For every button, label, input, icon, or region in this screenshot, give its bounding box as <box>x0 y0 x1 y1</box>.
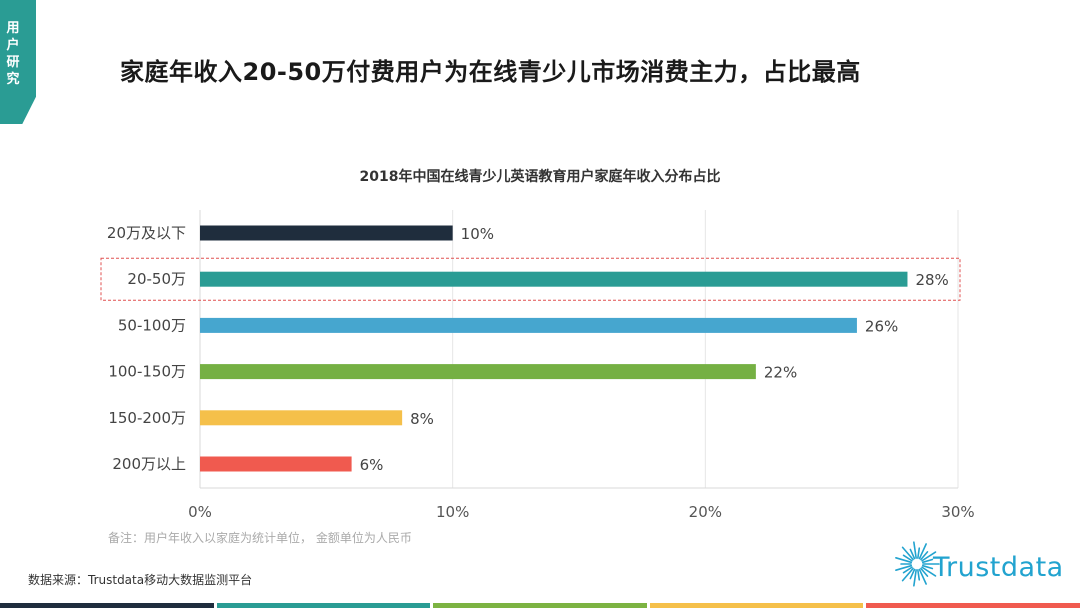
sunburst-icon <box>895 541 940 587</box>
category-label: 20万及以下 <box>107 224 186 242</box>
bar <box>200 456 352 472</box>
footer-bar <box>216 603 431 608</box>
data-label: 26% <box>865 317 898 335</box>
bar <box>200 364 756 380</box>
sunburst-ray <box>901 546 914 561</box>
sunburst-ray <box>909 548 916 560</box>
sunburst-ray <box>913 569 917 587</box>
data-label: 22% <box>764 364 797 382</box>
page-title: 家庭年收入20-50万付费用户为在线青少儿市场消费主力，占比最高 <box>120 58 861 86</box>
sunburst-ray <box>895 564 913 571</box>
highlight-box <box>100 257 961 301</box>
sunburst-ray <box>921 566 937 577</box>
side-tab-label: 用户研究 <box>6 21 20 87</box>
x-tick-label: 10% <box>436 503 469 521</box>
category-label: 50-100万 <box>118 316 186 334</box>
sunburst-ray <box>913 541 917 559</box>
sunburst-ray <box>895 557 913 564</box>
bar <box>200 410 403 426</box>
footer-color-strip <box>0 603 1080 608</box>
data-label: 10% <box>461 225 494 243</box>
sunburst-ray <box>917 547 921 559</box>
sunburst-ray <box>917 569 921 581</box>
x-tick-label: 20% <box>689 503 722 521</box>
sunburst-ray <box>909 568 916 580</box>
sunburst-ray <box>901 567 914 582</box>
footer-bar <box>433 603 647 608</box>
bar <box>200 225 453 241</box>
x-tick-label: 30% <box>941 503 974 521</box>
data-label: 8% <box>410 410 434 428</box>
sunburst-ray <box>920 551 929 561</box>
footer-bar <box>649 603 864 608</box>
logo-text: Trustdata <box>933 552 1064 583</box>
category-label: 200万以上 <box>112 455 186 473</box>
category-label: 150-200万 <box>108 409 186 427</box>
footer-bar <box>0 603 214 608</box>
bar <box>200 317 857 333</box>
x-tick-label: 0% <box>188 503 212 521</box>
category-label: 20-50万 <box>127 270 186 288</box>
sunburst-ray <box>918 543 927 560</box>
chart-title: 2018年中国在线青少儿英语教育用户家庭年收入分布占比 <box>359 169 721 185</box>
sunburst-ray <box>902 554 913 562</box>
data-label: 6% <box>360 456 384 474</box>
data-source: 数据来源：Trustdata移动大数据监测平台 <box>28 573 253 587</box>
sunburst-ray <box>921 558 934 564</box>
trustdata-logo: Trustdata <box>893 538 1073 592</box>
sunburst-ray <box>921 564 934 570</box>
sunburst-ray <box>902 566 913 574</box>
sunburst-ray <box>918 568 927 585</box>
sunburst-ray <box>920 567 929 577</box>
footer-bar <box>866 603 1080 608</box>
chart-note: 备注：用户年收入以家庭为统计单位， 金额单位为人民币 <box>108 531 412 545</box>
sunburst-ray <box>921 551 937 562</box>
bar <box>200 271 908 287</box>
data-label: 28% <box>915 271 948 289</box>
category-label: 100-150万 <box>108 363 186 381</box>
side-tab: 用户研究 <box>0 0 36 124</box>
